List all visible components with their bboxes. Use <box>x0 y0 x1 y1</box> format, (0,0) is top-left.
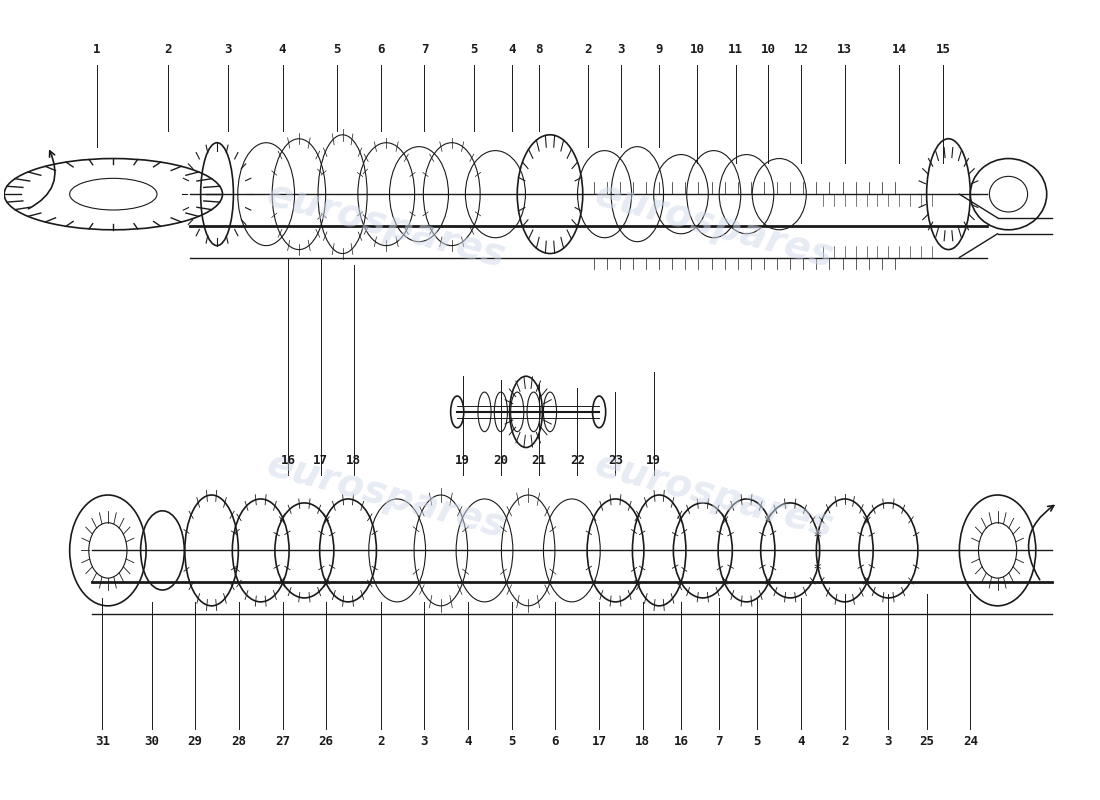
Text: eurospares: eurospares <box>590 445 837 545</box>
Text: 3: 3 <box>617 42 625 56</box>
Text: 27: 27 <box>275 735 290 748</box>
Text: 9: 9 <box>656 42 663 56</box>
Text: 6: 6 <box>552 735 559 748</box>
Text: 16: 16 <box>673 735 689 748</box>
Text: 20: 20 <box>494 454 508 467</box>
Text: 17: 17 <box>314 454 328 467</box>
Text: 12: 12 <box>793 42 808 56</box>
Text: 2: 2 <box>842 735 848 748</box>
Text: 7: 7 <box>420 42 428 56</box>
Text: 17: 17 <box>592 735 606 748</box>
Text: 7: 7 <box>715 735 723 748</box>
Text: 30: 30 <box>144 735 159 748</box>
Text: 5: 5 <box>333 42 341 56</box>
Text: 2: 2 <box>164 42 172 56</box>
Text: 13: 13 <box>837 42 852 56</box>
Text: 11: 11 <box>728 42 744 56</box>
Text: 18: 18 <box>346 454 361 467</box>
Text: 21: 21 <box>531 454 547 467</box>
Text: 19: 19 <box>646 454 661 467</box>
Text: 5: 5 <box>754 735 761 748</box>
Text: 2: 2 <box>584 42 592 56</box>
Text: 4: 4 <box>278 42 286 56</box>
Text: 29: 29 <box>188 735 202 748</box>
Text: 15: 15 <box>935 42 950 56</box>
Text: 22: 22 <box>570 454 585 467</box>
Text: 1: 1 <box>94 42 101 56</box>
Text: 23: 23 <box>608 454 623 467</box>
Text: 4: 4 <box>508 42 516 56</box>
Text: 19: 19 <box>455 454 470 467</box>
Text: 10: 10 <box>761 42 776 56</box>
Text: 4: 4 <box>464 735 472 748</box>
Text: 31: 31 <box>95 735 110 748</box>
Text: eurospares: eurospares <box>263 176 510 276</box>
Text: 26: 26 <box>319 735 333 748</box>
Text: 3: 3 <box>420 735 428 748</box>
Text: 18: 18 <box>636 735 650 748</box>
Text: 16: 16 <box>280 454 296 467</box>
Text: 5: 5 <box>508 735 516 748</box>
Text: 3: 3 <box>224 42 232 56</box>
Text: 10: 10 <box>690 42 705 56</box>
Text: 25: 25 <box>920 735 934 748</box>
Text: 6: 6 <box>377 42 385 56</box>
Text: eurospares: eurospares <box>590 176 837 276</box>
Text: eurospares: eurospares <box>263 445 510 545</box>
Text: 28: 28 <box>231 735 246 748</box>
Text: 2: 2 <box>377 735 385 748</box>
Text: 8: 8 <box>536 42 542 56</box>
Text: 14: 14 <box>892 42 906 56</box>
Text: 3: 3 <box>884 735 892 748</box>
Text: 5: 5 <box>470 42 477 56</box>
Text: 4: 4 <box>798 735 805 748</box>
Text: 24: 24 <box>962 735 978 748</box>
